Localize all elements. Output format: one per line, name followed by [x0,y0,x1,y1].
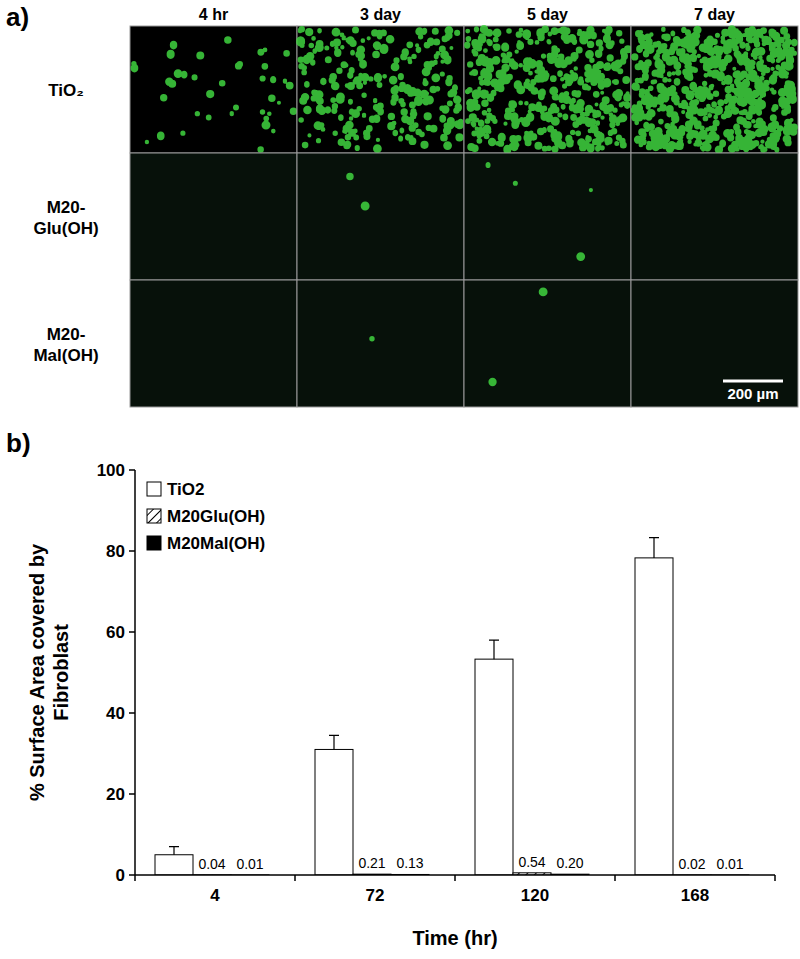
cells [346,173,369,211]
row-label: TiO₂ [48,81,84,100]
x-tick [614,875,616,881]
data-label: 0.54 [518,854,545,870]
y-axis-title-line: % Surface Area covered by [26,543,48,801]
legend-swatch [147,509,161,523]
cells [131,36,297,152]
y-axis [134,470,136,875]
error-bar [649,538,659,558]
legend-label: M20Glu(OH) [167,507,265,526]
bar [475,659,513,875]
micrograph [631,153,798,280]
micrograph [297,153,464,280]
figure: a)4 hr3 day5 day7 dayTiO₂M20-Glu(OH)M20-… [0,0,800,959]
x-tick-label: 120 [521,886,549,905]
bars [155,538,749,875]
panel-label: b) [6,428,31,458]
row-label-line: M20- [47,198,86,217]
error-bar [169,847,179,855]
row-label-line: TiO₂ [48,81,84,100]
canvas: a)4 hr3 day5 day7 dayTiO₂M20-Glu(OH)M20-… [0,0,800,959]
row-label-line: Glu(OH) [33,219,98,238]
y-tick [129,712,135,714]
legend-swatch [147,482,161,496]
data-label: 0.02 [678,856,705,872]
scale-bar [723,380,783,383]
cells [631,25,798,154]
y-tick-label: 20 [106,785,125,804]
x-tick-label: 72 [366,886,385,905]
row-label: M20- Mal(OH) [33,325,98,365]
cells [369,336,374,341]
row-label-line: M20- [47,325,86,344]
cells [486,162,593,261]
column-header: 3 day [360,6,401,23]
y-tick [129,631,135,633]
y-tick-label: 60 [106,623,125,642]
y-tick-label: 80 [106,542,125,561]
micrograph [631,280,798,407]
x-axis-title: Time (hr) [412,927,497,949]
error-bar [489,640,499,659]
y-tick-label: 100 [97,461,125,480]
x-tick [294,875,296,881]
legend-swatch [147,536,161,550]
micrograph [464,153,631,280]
cells [488,287,547,386]
y-tick [129,874,135,876]
bar [155,855,193,875]
y-tick-label: 0 [116,866,125,885]
micrograph [297,280,464,407]
legend-label: TiO2 [167,480,204,499]
y-tick [129,793,135,795]
row-label: M20- Glu(OH) [33,198,98,238]
x-tick [454,875,456,881]
cells [296,26,463,153]
error-bar [329,735,339,749]
micrograph [464,280,631,407]
data-label: 0.13 [396,855,423,871]
bar [635,558,673,875]
data-label: 0.21 [358,855,385,871]
micrograph [130,26,297,153]
micrograph [631,26,798,153]
y-axis-title: % Surface Area covered byFibroblast [26,543,72,801]
data-label: 0.04 [198,856,225,872]
x-tick-label: 4 [210,886,220,905]
legend-label: M20Mal(OH) [167,534,265,553]
bar [315,749,353,875]
x-tick-label: 168 [681,886,709,905]
column-header: 4 hr [199,6,228,23]
row-label-line: Mal(OH) [33,346,98,365]
micrograph [297,26,464,153]
y-tick [129,469,135,471]
x-tick [774,875,776,881]
column-header: 7 day [694,6,735,23]
column-header: 5 day [527,6,568,23]
micrograph [130,153,297,280]
data-label: 0.01 [716,856,743,872]
x-tick [134,875,136,881]
y-tick [129,550,135,552]
y-tick-label: 40 [106,704,125,723]
data-label: 0.20 [556,855,583,871]
micrograph [130,280,297,407]
y-axis-title-line: Fibroblast [50,624,72,721]
data-label: 0.01 [236,856,263,872]
panel-label: a) [6,2,29,32]
cells [464,25,632,154]
scale-bar-label: 200 µm [727,385,778,402]
